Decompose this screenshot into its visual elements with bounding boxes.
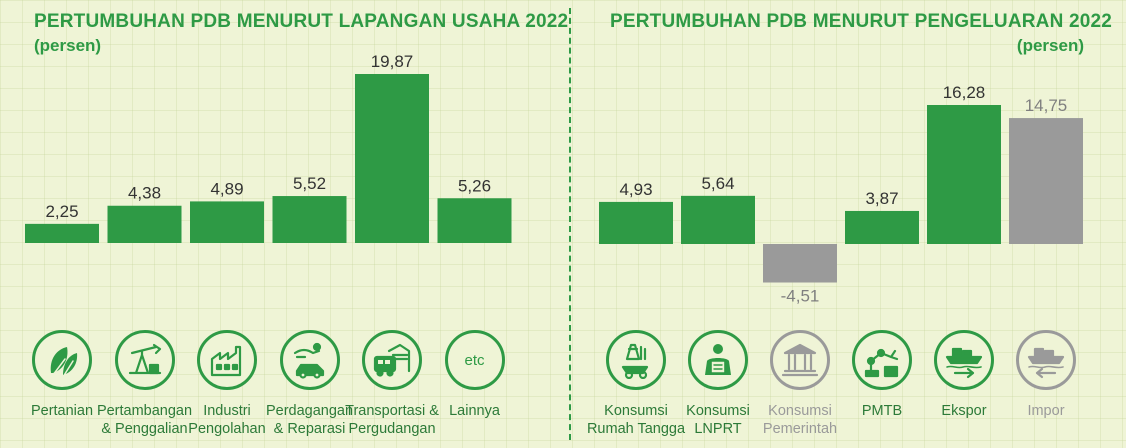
etc-label: etc (464, 351, 485, 369)
panel-lapangan-usaha: PERTUMBUHAN PDB MENURUT LAPANGAN USAHA 2… (0, 0, 568, 448)
category-label-5: Impor (1027, 403, 1065, 419)
data-label-2: 4,89 (210, 179, 243, 198)
bar-2 (190, 201, 264, 243)
bar-0 (599, 201, 673, 244)
oil-pump-icon (114, 330, 175, 390)
category-label-0: Konsumsi Rumah Tangga (586, 403, 686, 437)
bar-1 (681, 195, 755, 244)
data-label-4: 19,87 (371, 52, 414, 71)
category-label-3: PMTB (861, 403, 903, 419)
data-label-4: 16,28 (943, 83, 986, 102)
ship-import-icon (1016, 330, 1076, 390)
etc-icon: etc (444, 330, 505, 390)
category-label-4: Transportasi & Pergudangan (345, 403, 439, 437)
bar-5 (1009, 118, 1083, 244)
data-label-0: 2,25 (45, 202, 78, 221)
leaf-icon (32, 330, 92, 390)
category-label-2: Konsumsi Pemerintah (762, 403, 838, 437)
chart-subtitle: (persen) (34, 36, 102, 55)
category-label-5: Lainnya (449, 403, 500, 419)
data-label-1: 5,64 (701, 174, 734, 193)
data-label-0: 4,93 (619, 180, 652, 199)
data-label-1: 4,38 (128, 184, 161, 203)
category-label-3: Perdagangan & Reparasi (265, 403, 354, 437)
data-label-3: 5,52 (293, 174, 326, 193)
bar-chart-lapangan-usaha: 2,25 4,38 4,89 5,52 19,87 5,26 (25, 52, 512, 243)
bar-5 (437, 198, 512, 243)
data-label-3: 3,87 (865, 189, 898, 208)
category-label-1: Konsumsi LNPRT (686, 403, 750, 437)
chart-subtitle: (persen) (1016, 36, 1084, 55)
trade-hands-icon (279, 330, 340, 390)
truck-warehouse-icon (362, 330, 422, 390)
chart-title: PERTUMBUHAN PDB MENURUT LAPANGAN USAHA 2… (34, 11, 569, 32)
bar-3 (272, 196, 347, 243)
panel-pengeluaran: PERTUMBUHAN PDB MENURUT PENGELUARAN 2022… (580, 0, 1126, 448)
household-icon (606, 330, 666, 390)
bar-chart-pengeluaran: 4,93 5,64 -4,51 3,87 16,28 14,75 (599, 83, 1083, 306)
category-label-4: Ekspor (941, 403, 987, 419)
category-label-2: Industri Pengolahan (188, 403, 266, 437)
factory-icon (197, 330, 257, 390)
category-label-1: Pertambangan & Penggalian (96, 403, 193, 437)
government-building-icon (770, 330, 830, 390)
bar-4 (355, 74, 429, 243)
bar-2 (763, 244, 837, 283)
data-label-5: 14,75 (1025, 96, 1068, 115)
category-label-0: Pertanian (30, 403, 94, 419)
data-label-2: -4,51 (781, 287, 820, 306)
bar-0 (25, 223, 99, 243)
ship-export-icon (934, 330, 994, 390)
robot-arm-icon (852, 330, 912, 390)
chart-title: PERTUMBUHAN PDB MENURUT PENGELUARAN 2022 (610, 11, 1113, 32)
bar-3 (845, 210, 919, 244)
person-icon (688, 330, 748, 390)
panel-divider (569, 8, 571, 440)
bar-4 (927, 105, 1001, 244)
bar-1 (107, 205, 182, 243)
data-label-5: 5,26 (458, 176, 491, 195)
